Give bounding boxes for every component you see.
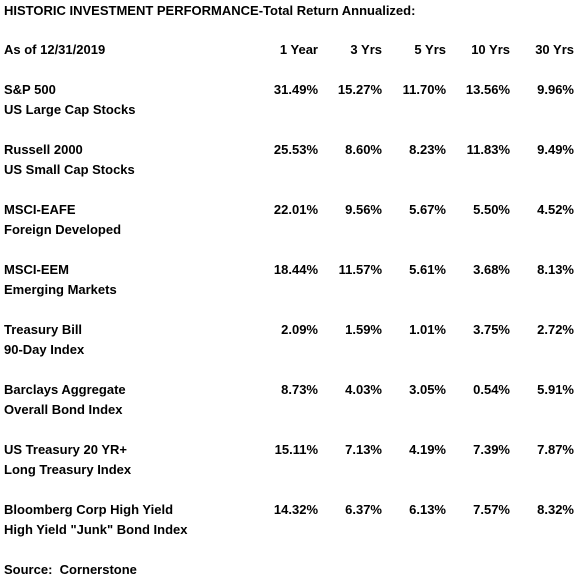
- return-value: 0.54%: [473, 382, 510, 397]
- return-value: 15.27%: [337, 82, 382, 97]
- return-value: 3.75%: [473, 322, 510, 337]
- return-value: 11.57%: [338, 262, 382, 277]
- return-value: 25.53%: [273, 142, 318, 157]
- row-subtitle: 90-Day Index: [4, 342, 85, 357]
- row-name: S&P 500: [4, 82, 56, 97]
- row-subtitle: Foreign Developed: [4, 222, 122, 237]
- return-value: 8.23%: [409, 142, 446, 157]
- row-subtitle: Emerging Markets: [4, 282, 117, 297]
- return-value: 2.72%: [537, 322, 574, 337]
- return-value: 9.49%: [537, 142, 574, 157]
- row-name: MSCI-EAFE: [4, 202, 76, 217]
- return-value: 11.70%: [402, 82, 446, 97]
- source: Source: Cornerstone: [4, 562, 137, 577]
- return-value: 8.13%: [537, 262, 574, 277]
- return-value: 9.96%: [537, 82, 574, 97]
- return-value: 9.56%: [345, 202, 382, 217]
- return-value: 4.03%: [345, 382, 382, 397]
- return-value: 13.56%: [465, 82, 510, 97]
- row-name: MSCI-EEM: [4, 262, 69, 277]
- return-value: 6.37%: [345, 502, 382, 517]
- return-value: 5.91%: [537, 382, 574, 397]
- return-value: 3.68%: [473, 262, 510, 277]
- column-header: 10 Yrs: [471, 42, 510, 57]
- return-value: 31.49%: [273, 82, 318, 97]
- return-value: 7.13%: [345, 442, 382, 457]
- return-value: 14.32%: [273, 502, 318, 517]
- row-subtitle: High Yield "Junk" Bond Index: [4, 522, 188, 537]
- return-value: 18.44%: [273, 262, 318, 277]
- return-value: 7.87%: [537, 442, 574, 457]
- column-header: 5 Yrs: [414, 42, 446, 57]
- row-name: Bloomberg Corp High Yield: [4, 502, 174, 517]
- column-header: 1 Year: [279, 42, 318, 57]
- return-value: 4.52%: [537, 202, 574, 217]
- header-label: As of 12/31/2019: [4, 42, 106, 57]
- return-value: 4.19%: [409, 442, 446, 457]
- row-name: Russell 2000: [4, 142, 83, 157]
- return-value: 2.09%: [281, 322, 318, 337]
- return-value: 1.01%: [409, 322, 446, 337]
- row-subtitle: US Small Cap Stocks: [4, 162, 135, 177]
- title: HISTORIC INVESTMENT PERFORMANCE-Total Re…: [4, 3, 416, 18]
- return-value: 5.67%: [409, 202, 446, 217]
- row-name: Treasury Bill: [4, 322, 83, 337]
- return-value: 8.32%: [537, 502, 574, 517]
- return-value: 8.60%: [345, 142, 382, 157]
- row-name: Barclays Aggregate: [4, 382, 126, 397]
- return-value: 1.59%: [345, 322, 382, 337]
- return-value: 11.83%: [466, 142, 510, 157]
- row-name: US Treasury 20 YR+: [4, 442, 127, 457]
- return-value: 5.50%: [473, 202, 510, 217]
- return-value: 7.39%: [473, 442, 510, 457]
- return-value: 15.11%: [274, 442, 318, 457]
- return-value: 22.01%: [273, 202, 318, 217]
- column-header: 3 Yrs: [350, 42, 382, 57]
- return-value: 3.05%: [409, 382, 446, 397]
- return-value: 7.57%: [473, 502, 510, 517]
- row-subtitle: Overall Bond Index: [4, 402, 123, 417]
- column-header: 30 Yrs: [535, 42, 574, 57]
- return-value: 8.73%: [281, 382, 318, 397]
- row-subtitle: Long Treasury Index: [4, 462, 132, 477]
- return-value: 5.61%: [409, 262, 446, 277]
- return-value: 6.13%: [409, 502, 446, 517]
- row-subtitle: US Large Cap Stocks: [4, 102, 136, 117]
